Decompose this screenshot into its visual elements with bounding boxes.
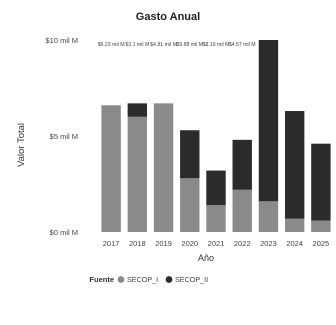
bar-secop-ii-2024 <box>284 111 305 219</box>
top-value-label: $9.88 mil M <box>176 42 203 48</box>
top-value-labels: $6.23 mil M $3.1 mil M $4.81 mil M $9.88 mi… <box>98 42 256 48</box>
legend-label: SECOP_II <box>175 275 208 284</box>
bar-secop-ii-2025 <box>311 143 331 221</box>
chart-title: Gasto Anual <box>136 11 200 23</box>
legend-swatch <box>165 276 173 283</box>
top-value-label: $3.1 mil M <box>125 42 149 48</box>
y-tick-label: $10 mil M <box>45 36 78 45</box>
legend-swatch <box>117 276 125 283</box>
bar-secop-i-2025 <box>311 220 331 232</box>
top-value-label: $6.23 mil M <box>98 42 125 48</box>
x-tick-label: 2023 <box>260 239 277 248</box>
bar-secop-i-2020 <box>180 178 200 232</box>
x-tick-label: 2021 <box>208 239 225 248</box>
legend: Fuente SECOP_I SECOP_II <box>89 275 208 284</box>
bar-secop-ii-2020 <box>180 130 200 179</box>
x-tick-label: 2017 <box>103 239 120 248</box>
bar-secop-ii-2023 <box>258 40 279 202</box>
bar-secop-i-2018 <box>127 116 148 232</box>
top-value-label: $4.81 mil M <box>150 42 177 48</box>
top-value-label: $8.16 mil M <box>203 42 230 48</box>
bar-secop-i-2021 <box>206 205 226 232</box>
y-tick-label: $5 mil M <box>50 132 78 141</box>
bar-secop-i-2024 <box>284 218 305 232</box>
bar-secop-ii-2021 <box>206 170 226 206</box>
x-tick-label: 2020 <box>181 239 198 248</box>
legend-title: Fuente <box>89 275 114 284</box>
y-tick-label: $0 mil M <box>50 228 78 237</box>
bar-secop-i-2019 <box>153 103 174 232</box>
x-axis-ticks: 2017 2018 2019 2020 2021 2022 2023 2024 2025 <box>103 239 329 248</box>
legend-label: SECOP_I <box>127 275 158 284</box>
x-tick-label: 2025 <box>313 239 330 248</box>
x-tick-label: 2019 <box>155 239 172 248</box>
bar-secop-ii-2018 <box>127 103 148 117</box>
bars-group <box>101 40 331 232</box>
bar-secop-ii-2022 <box>232 139 252 190</box>
top-value-label: $4.57 mil M <box>229 42 256 48</box>
x-axis-label: Año <box>198 253 214 263</box>
y-axis-ticks: $0 mil M $5 mil M $10 mil M <box>45 36 78 237</box>
x-tick-label: 2022 <box>234 239 251 248</box>
y-axis-label: Valor Total <box>16 123 27 167</box>
bar-secop-i-2017 <box>101 105 121 232</box>
x-tick-label: 2018 <box>129 239 146 248</box>
bar-secop-i-2022 <box>232 189 252 232</box>
x-tick-label: 2024 <box>286 239 303 248</box>
bar-secop-i-2023 <box>258 201 279 232</box>
